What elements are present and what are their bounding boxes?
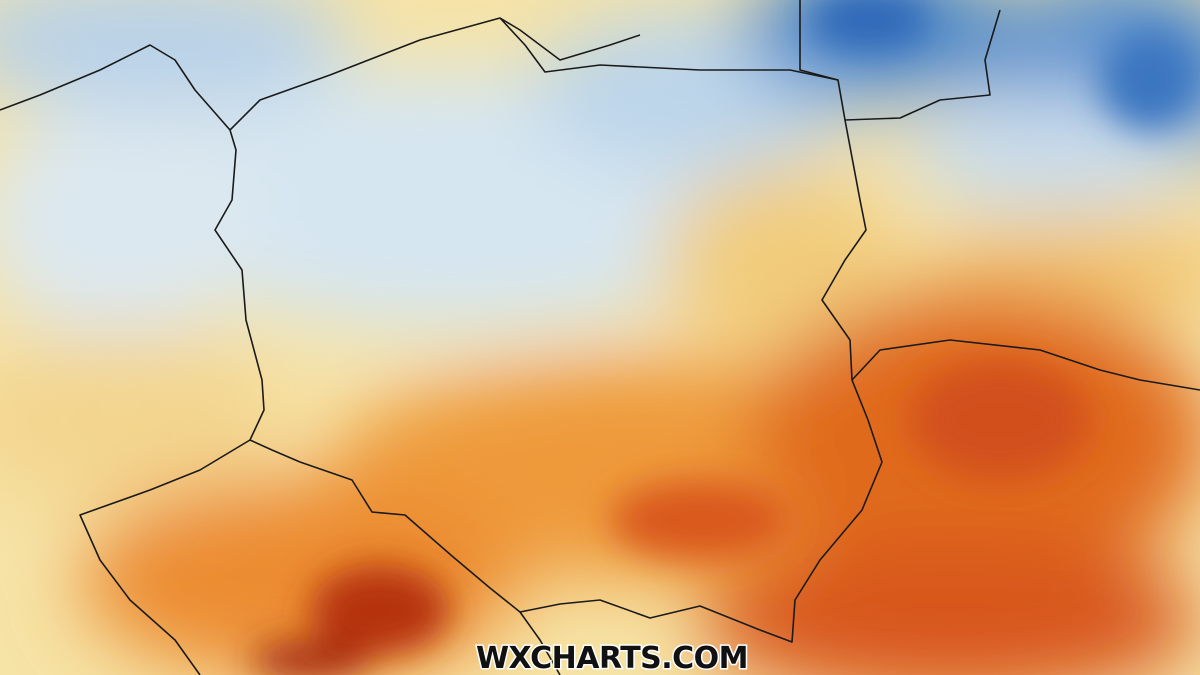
kaliningrad-border [799,0,839,81]
poland-border [214,17,883,643]
vistula-spit [499,17,641,61]
watermark: WXCHARTS.COM [476,641,748,675]
czech-border [79,439,251,675]
slovak-border [519,611,561,675]
coast-west [0,44,231,131]
ukraine-border [851,339,1200,391]
lithuania-border [844,9,1001,121]
